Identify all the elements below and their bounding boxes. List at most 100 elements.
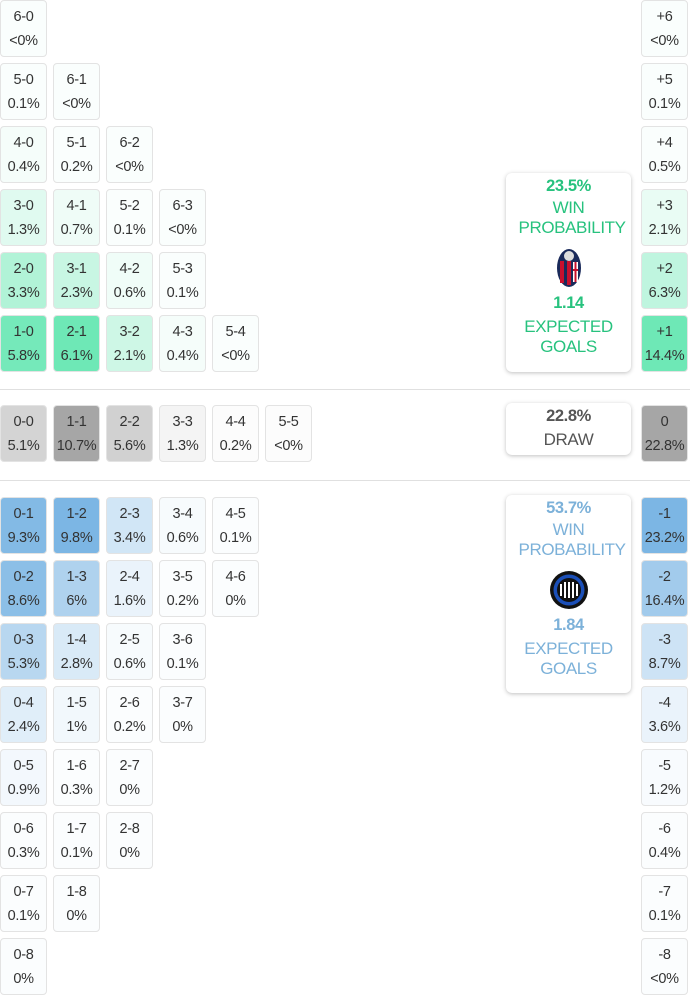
scoreline-cell[interactable]: 4-5 0.1% <box>212 497 259 554</box>
scoreline-cell[interactable]: 4-2 0.6% <box>106 252 153 309</box>
scoreline-cell[interactable]: 0-0 5.1% <box>0 405 47 462</box>
score-label: 3-7 <box>172 694 193 711</box>
scoreline-cell[interactable]: 2-3 3.4% <box>106 497 153 554</box>
goal-margin-cell[interactable]: -6 0.4% <box>641 812 688 869</box>
score-label: 3-1 <box>66 260 87 277</box>
scoreline-cell[interactable]: 2-2 5.6% <box>106 405 153 462</box>
score-label: 1-7 <box>66 820 87 837</box>
probability-value: 6.1% <box>60 347 93 364</box>
probability-value: 5.3% <box>7 655 40 672</box>
draw-summary-card: 22.8% DRAW <box>506 403 631 455</box>
probability-value: 3.3% <box>7 284 40 301</box>
goal-margin-cell[interactable]: -2 16.4% <box>641 560 688 617</box>
goal-margin-cell[interactable]: -7 0.1% <box>641 875 688 932</box>
scoreline-cell[interactable]: 5-0 0.1% <box>0 63 47 120</box>
scoreline-cell[interactable]: 6-0 <0% <box>0 0 47 57</box>
scoreline-cell[interactable]: 3-0 1.3% <box>0 189 47 246</box>
scoreline-cell[interactable]: 3-5 0.2% <box>159 560 206 617</box>
scoreline-cell[interactable]: 2-6 0.2% <box>106 686 153 743</box>
scoreline-cell[interactable]: 2-0 3.3% <box>0 252 47 309</box>
away-xg-label: EXPECTED GOALS <box>524 639 613 678</box>
score-label: 2-0 <box>13 260 34 277</box>
scoreline-cell[interactable]: 1-7 0.1% <box>53 812 100 869</box>
goal-margin-cell[interactable]: +5 0.1% <box>641 63 688 120</box>
scoreline-cell[interactable]: 1-1 10.7% <box>53 405 100 462</box>
scoreline-cell[interactable]: 2-7 0% <box>106 749 153 806</box>
scoreline-cell[interactable]: 3-3 1.3% <box>159 405 206 462</box>
probability-value: 5.1% <box>7 437 40 454</box>
scoreline-cell[interactable]: 1-2 9.8% <box>53 497 100 554</box>
goal-margin-cell[interactable]: +2 6.3% <box>641 252 688 309</box>
scoreline-cell[interactable]: 3-2 2.1% <box>106 315 153 372</box>
probability-value: 3.6% <box>648 718 681 735</box>
scoreline-cell[interactable]: 0-7 0.1% <box>0 875 47 932</box>
scoreline-cell[interactable]: 6-1 <0% <box>53 63 100 120</box>
score-label: 0-2 <box>13 568 34 585</box>
scoreline-cell[interactable]: 1-0 5.8% <box>0 315 47 372</box>
scoreline-cell[interactable]: 3-6 0.1% <box>159 623 206 680</box>
scoreline-cell[interactable]: 3-1 2.3% <box>53 252 100 309</box>
scoreline-cell[interactable]: 2-8 0% <box>106 812 153 869</box>
goal-margin-cell[interactable]: 0 22.8% <box>641 405 688 462</box>
scoreline-cell[interactable]: 0-4 2.4% <box>0 686 47 743</box>
goal-margin-cell[interactable]: -8 <0% <box>641 938 688 995</box>
scoreline-cell[interactable]: 5-5 <0% <box>265 405 312 462</box>
scoreline-cell[interactable]: 3-4 0.6% <box>159 497 206 554</box>
scoreline-cell[interactable]: 1-3 6% <box>53 560 100 617</box>
scoreline-cell[interactable]: 4-4 0.2% <box>212 405 259 462</box>
score-label: -4 <box>658 694 671 711</box>
goal-margin-cell[interactable]: +6 <0% <box>641 0 688 57</box>
scoreline-cell[interactable]: 2-1 6.1% <box>53 315 100 372</box>
score-label: 4-2 <box>119 260 140 277</box>
score-label: 1-6 <box>66 757 87 774</box>
probability-value: 0.4% <box>648 844 681 861</box>
scoreline-cell[interactable]: 0-8 0% <box>0 938 47 995</box>
score-label: 2-3 <box>119 505 140 522</box>
scoreline-cell[interactable]: 5-2 0.1% <box>106 189 153 246</box>
scoreline-cell[interactable]: 1-5 1% <box>53 686 100 743</box>
scoreline-cell[interactable]: 5-4 <0% <box>212 315 259 372</box>
goal-margin-cell[interactable]: +1 14.4% <box>641 315 688 372</box>
scoreline-cell[interactable]: 2-5 0.6% <box>106 623 153 680</box>
home-summary-card: 23.5% WIN PROBABILITY 1.14 EXPECTED GOAL… <box>506 173 631 372</box>
score-label: 2-8 <box>119 820 140 837</box>
goal-margin-cell[interactable]: -3 8.7% <box>641 623 688 680</box>
probability-value: 0% <box>225 592 246 609</box>
score-label: +3 <box>656 197 673 214</box>
scoreline-cell[interactable]: 0-1 9.3% <box>0 497 47 554</box>
score-label: 1-1 <box>66 413 87 430</box>
score-label: 2-4 <box>119 568 140 585</box>
scoreline-cell[interactable]: 6-3 <0% <box>159 189 206 246</box>
goal-margin-cell[interactable]: -1 23.2% <box>641 497 688 554</box>
scoreline-cell[interactable]: 0-5 0.9% <box>0 749 47 806</box>
goal-margin-cell[interactable]: -5 1.2% <box>641 749 688 806</box>
probability-value: <0% <box>650 970 679 987</box>
scoreline-cell[interactable]: 5-1 0.2% <box>53 126 100 183</box>
scoreline-cell[interactable]: 0-6 0.3% <box>0 812 47 869</box>
probability-value: 0% <box>66 907 87 924</box>
goal-margin-cell[interactable]: +3 2.1% <box>641 189 688 246</box>
probability-value: 0.6% <box>113 284 146 301</box>
probability-value: 0% <box>172 718 193 735</box>
scoreline-cell[interactable]: 1-6 0.3% <box>53 749 100 806</box>
away-win-label: WIN PROBABILITY <box>518 520 626 559</box>
scoreline-cell[interactable]: 2-4 1.6% <box>106 560 153 617</box>
score-label: 4-6 <box>225 568 246 585</box>
scoreline-cell[interactable]: 0-3 5.3% <box>0 623 47 680</box>
goal-margin-cell[interactable]: +4 0.5% <box>641 126 688 183</box>
scoreline-cell[interactable]: 6-2 <0% <box>106 126 153 183</box>
scoreline-cell[interactable]: 4-0 0.4% <box>0 126 47 183</box>
scoreline-cell[interactable]: 0-2 8.6% <box>0 560 47 617</box>
scoreline-cell[interactable]: 1-8 0% <box>53 875 100 932</box>
score-label: 1-8 <box>66 883 87 900</box>
scoreline-cell[interactable]: 5-3 0.1% <box>159 252 206 309</box>
goal-margin-cell[interactable]: -4 3.6% <box>641 686 688 743</box>
scoreline-cell[interactable]: 4-1 0.7% <box>53 189 100 246</box>
score-label: +6 <box>656 8 673 25</box>
scoreline-cell[interactable]: 3-7 0% <box>159 686 206 743</box>
scoreline-cell[interactable]: 4-6 0% <box>212 560 259 617</box>
divider <box>0 389 690 390</box>
scoreline-cell[interactable]: 4-3 0.4% <box>159 315 206 372</box>
scoreline-cell[interactable]: 1-4 2.8% <box>53 623 100 680</box>
score-label: 2-6 <box>119 694 140 711</box>
